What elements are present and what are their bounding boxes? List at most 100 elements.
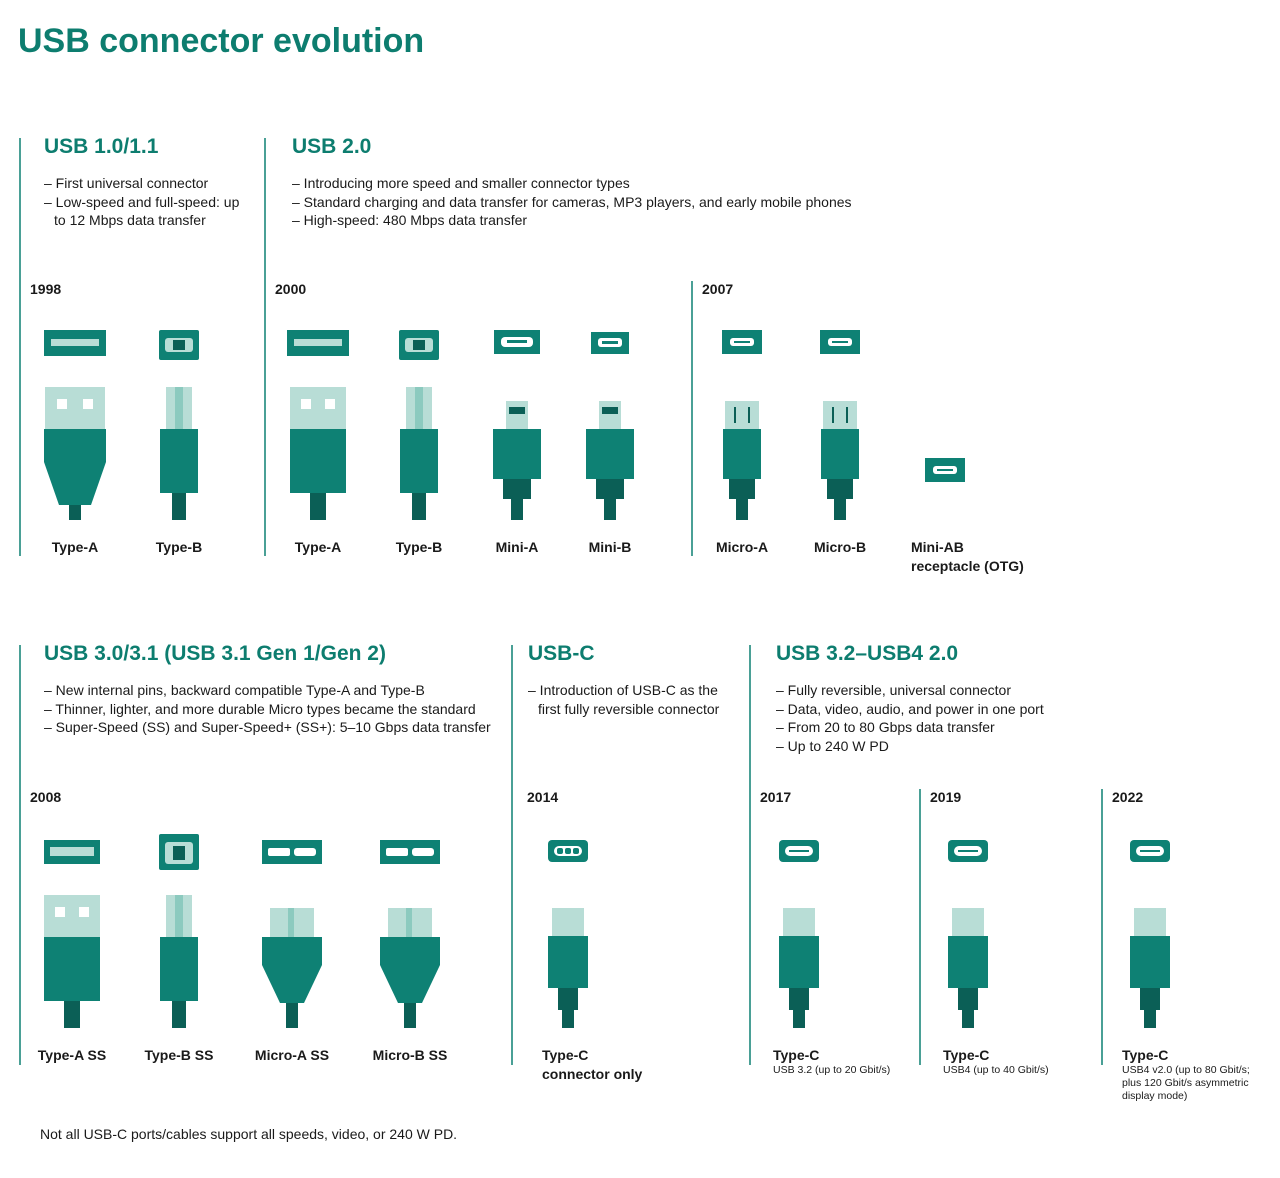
- plug-head: [290, 387, 346, 429]
- cable: [69, 505, 81, 520]
- connector-label: Micro-B: [813, 539, 867, 555]
- plug-body: [290, 429, 346, 493]
- section-heading: USB-C: [528, 642, 595, 665]
- pin: [301, 399, 311, 409]
- plug-body: [779, 936, 819, 988]
- plug-body: [1130, 936, 1170, 988]
- plug-head: [725, 401, 759, 429]
- connector-label: Type-B: [395, 539, 443, 555]
- bullet: – Introduction of USB-C as the first ful…: [528, 682, 720, 717]
- year: 1998: [30, 281, 62, 297]
- plug-body: [821, 429, 859, 479]
- connector-label: Mini-AB receptacle (OTG): [911, 539, 1024, 574]
- port-slot: [294, 848, 316, 856]
- pin: [325, 399, 335, 409]
- bullet: – Up to 240 W PD: [776, 737, 889, 754]
- connector-label: Type-C: [1122, 1047, 1169, 1063]
- bullet: – Super-Speed (SS) and Super-Speed+ (SS+…: [44, 719, 491, 735]
- plug-body: [262, 937, 322, 1003]
- port-pin: [573, 848, 579, 854]
- pin: [175, 895, 183, 937]
- connector-label: Type-A SS: [37, 1047, 107, 1063]
- port-slot: [294, 339, 342, 346]
- pin: [846, 407, 848, 423]
- pin: [406, 908, 412, 937]
- pin: [415, 387, 423, 429]
- connector-label: Type-B SS: [144, 1047, 214, 1063]
- port-slot: [412, 848, 434, 856]
- strain-relief: [729, 479, 755, 499]
- connector-label: Type-A: [294, 539, 342, 555]
- connector-label: Micro-A: [715, 539, 769, 555]
- year: 2007: [702, 281, 734, 297]
- pin: [288, 908, 294, 937]
- plug-head: [1134, 908, 1166, 936]
- plug-head: [45, 387, 105, 429]
- plug-body: [400, 429, 438, 493]
- connector-sublabel: USB 3.2 (up to 20 Gbit/s): [773, 1064, 891, 1076]
- bullet: – New internal pins, backward compatible…: [44, 682, 425, 698]
- cable: [172, 1001, 186, 1028]
- footnote: Not all USB-C ports/cables support all s…: [40, 1126, 458, 1142]
- section-heading: USB 3.0/3.1 (USB 3.1 Gen 1/Gen 2): [44, 642, 386, 665]
- cable: [404, 1003, 416, 1028]
- plug-head: [506, 401, 528, 429]
- plug-head: [783, 908, 815, 936]
- cable: [172, 493, 186, 520]
- cable: [64, 1001, 80, 1028]
- cable: [412, 493, 426, 520]
- year: 2022: [1112, 789, 1144, 805]
- strain-relief: [503, 479, 531, 499]
- connector-label: Type-A: [51, 539, 99, 555]
- pin: [602, 407, 618, 414]
- port-pin: [789, 850, 809, 852]
- port-pin: [958, 850, 978, 852]
- port-pin: [565, 848, 571, 854]
- port-pin: [937, 469, 953, 471]
- strain-relief: [596, 479, 624, 499]
- connector-label: Mini-B: [588, 539, 632, 555]
- plug-body: [948, 936, 988, 988]
- port-pin: [413, 340, 425, 350]
- section-heading: USB 1.0/1.1: [44, 135, 159, 158]
- plug-body: [160, 937, 198, 1001]
- port-pin: [1140, 850, 1160, 852]
- strain-relief: [789, 988, 809, 1010]
- pin: [55, 907, 65, 917]
- port-pin: [832, 341, 848, 343]
- title: USB connector evolution: [18, 22, 425, 60]
- port-pin: [602, 341, 618, 344]
- strain-relief: [958, 988, 978, 1010]
- port-slot: [50, 847, 94, 856]
- plug-head: [552, 908, 584, 936]
- section-heading: USB 3.2–USB4 2.0: [776, 642, 959, 665]
- connector-label: Micro-B SS: [372, 1047, 448, 1063]
- bullet: – Low-speed and full-speed: up to 12 Mbp…: [44, 193, 240, 229]
- port-pin: [734, 341, 750, 343]
- port-slot: [51, 339, 99, 346]
- pin: [748, 407, 750, 423]
- plug-body: [160, 429, 198, 493]
- bullet: – Introducing more speed and smaller con…: [292, 175, 630, 191]
- cable: [310, 493, 326, 520]
- port-pin: [557, 848, 563, 854]
- connector-label: Type-C: [773, 1047, 820, 1063]
- plug-body: [493, 429, 541, 479]
- plug-head: [823, 401, 857, 429]
- cable: [562, 1010, 574, 1028]
- bullet: – Fully reversible, universal connector: [776, 682, 1011, 698]
- pin: [734, 407, 736, 423]
- bullet: – Data, video, audio, and power in one p…: [776, 700, 1044, 717]
- port-pin: [173, 340, 185, 350]
- year: 2017: [760, 789, 792, 805]
- plug-head: [952, 908, 984, 936]
- plug-body: [723, 429, 761, 479]
- plug-body: [44, 937, 100, 1001]
- cable: [604, 499, 616, 520]
- plug-body: [548, 936, 588, 988]
- cable: [511, 499, 523, 520]
- year: 2014: [527, 789, 559, 805]
- cable: [736, 499, 748, 520]
- connector-label: Type-C connector only: [542, 1047, 643, 1082]
